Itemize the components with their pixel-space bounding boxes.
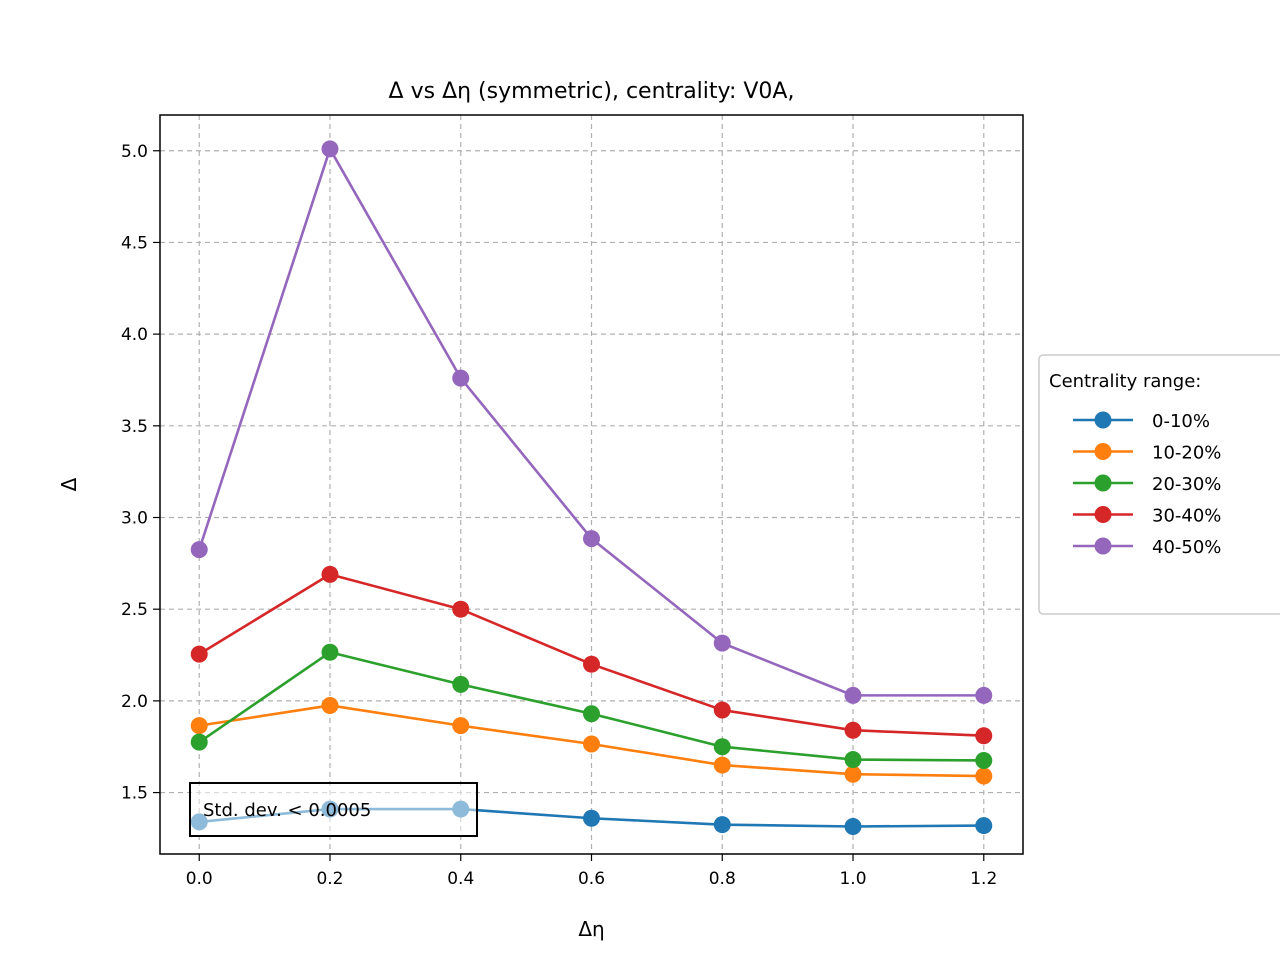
legend-item: 10-20%: [1073, 443, 1221, 464]
legend-item: 0-10%: [1073, 411, 1210, 432]
data-point: [321, 565, 339, 583]
data-point: [844, 817, 862, 835]
y-tick-label: 4.5: [121, 233, 148, 253]
data-point: [975, 727, 993, 745]
y-tick-label: 4.0: [121, 325, 148, 345]
data-point: [583, 809, 600, 827]
legend-label: 30-40%: [1152, 506, 1221, 527]
x-tick-label: 0.8: [709, 869, 736, 889]
legend-label: 0-10%: [1152, 411, 1210, 432]
series-30-40%: [190, 565, 993, 745]
data-point: [975, 751, 993, 769]
legend-label: 10-20%: [1152, 443, 1221, 464]
legend: Centrality range: 0-10% 10-20% 20-30% 30-40…: [1038, 354, 1280, 615]
data-point: [190, 541, 208, 559]
data-point: [321, 140, 339, 158]
legend-swatch-marker: [1094, 411, 1112, 429]
y-axis-label: Δ: [57, 477, 81, 491]
data-point: [452, 675, 470, 693]
series-20-30%: [190, 643, 993, 769]
data-point: [975, 767, 993, 785]
data-point: [713, 738, 731, 756]
axis-ticks: 0.0 0.2 0.4 0.6 0.8 1.0 1.2 1.5 2.0 2.5 3.0 3.5 4.0 4…: [121, 142, 997, 889]
legend-title: Centrality range:: [1049, 371, 1201, 392]
data-point: [583, 735, 600, 753]
y-tick-label: 1.5: [121, 784, 148, 804]
y-tick-label: 3.5: [121, 417, 148, 437]
y-tick-label: 3.0: [121, 509, 148, 529]
legend-swatch-marker: [1094, 537, 1112, 555]
data-point: [713, 816, 731, 834]
x-tick-label: 1.0: [839, 869, 866, 889]
x-tick-label: 0.4: [447, 869, 474, 889]
legend-swatch-marker: [1094, 443, 1112, 460]
data-point: [713, 634, 731, 652]
legend-item: 30-40%: [1073, 506, 1221, 527]
annotation-frame: [189, 782, 478, 837]
data-point: [190, 645, 208, 663]
data-point: [713, 756, 731, 774]
legend-label: 20-30%: [1152, 474, 1221, 495]
x-axis-label: Δη: [578, 917, 604, 941]
data-point: [190, 717, 208, 735]
data-point: [844, 765, 862, 783]
legend-swatch-marker: [1094, 506, 1112, 523]
data-point: [452, 369, 470, 387]
series-10-20%: [190, 696, 993, 785]
data-point: [713, 701, 731, 719]
data-point: [452, 717, 470, 735]
legend-label: 40-50%: [1152, 537, 1221, 558]
x-tick-label: 0.2: [316, 869, 343, 889]
y-tick-label: 2.0: [121, 692, 148, 712]
annotation-text: Std. dev. < 0.0005: [203, 800, 371, 821]
data-point: [844, 721, 862, 739]
data-point: [975, 686, 993, 704]
data-point: [321, 696, 339, 714]
series-40-50%: [190, 140, 993, 704]
x-tick-label: 1.2: [970, 869, 997, 889]
legend-swatch-marker: [1094, 474, 1112, 492]
data-point: [452, 600, 470, 618]
legend-item: 20-30%: [1073, 474, 1221, 495]
chart-title: Δ vs Δη (symmetric), centrality: V0A,: [389, 79, 795, 104]
annotation-box: Std. dev. < 0.0005: [189, 782, 478, 837]
y-tick-label: 5.0: [121, 142, 148, 162]
series-group: [190, 140, 993, 835]
data-point: [583, 530, 600, 548]
data-point: [190, 733, 208, 751]
data-point: [975, 817, 993, 835]
legend-item: 40-50%: [1073, 537, 1221, 558]
legend-items: 0-10% 10-20% 20-30% 30-40% 40-50%: [1073, 411, 1221, 558]
y-tick-label: 2.5: [121, 600, 148, 620]
data-point: [844, 751, 862, 769]
data-point: [583, 705, 600, 723]
data-point: [321, 643, 339, 661]
x-tick-label: 0.6: [578, 869, 605, 889]
x-tick-label: 0.0: [186, 869, 213, 889]
data-point: [583, 655, 600, 673]
data-point: [844, 686, 862, 704]
